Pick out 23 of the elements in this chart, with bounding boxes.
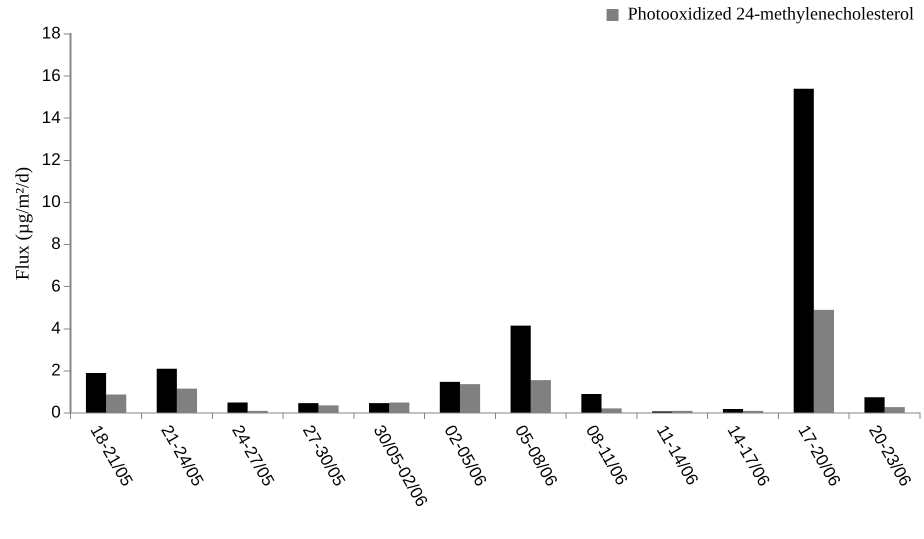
bar: [794, 88, 814, 412]
y-tick-label: 8: [51, 234, 61, 254]
bar: [298, 403, 318, 412]
y-tick-label: 14: [42, 108, 61, 127]
bar: [581, 394, 602, 412]
legend-label: Photooxidized 24-methylenecholesterol: [628, 4, 914, 24]
bar: [440, 382, 460, 412]
bar: [510, 326, 531, 412]
bar: [156, 368, 177, 412]
bar: [86, 372, 106, 412]
bar: [864, 397, 885, 412]
y-tick-label: 12: [42, 150, 61, 170]
y-tick-label: 16: [42, 66, 61, 85]
bar: [722, 409, 744, 412]
y-tick-label: 0: [51, 402, 61, 422]
y-tick-label: 18: [42, 24, 61, 43]
bar: [227, 402, 248, 412]
y-tick-label: 6: [51, 276, 61, 296]
y-axis-title: Flux (µg/m²/d): [12, 166, 34, 280]
bar: [369, 403, 390, 412]
y-tick-label: 4: [51, 318, 61, 338]
y-tick-label: 10: [42, 192, 61, 212]
y-tick-label: 2: [51, 360, 61, 380]
